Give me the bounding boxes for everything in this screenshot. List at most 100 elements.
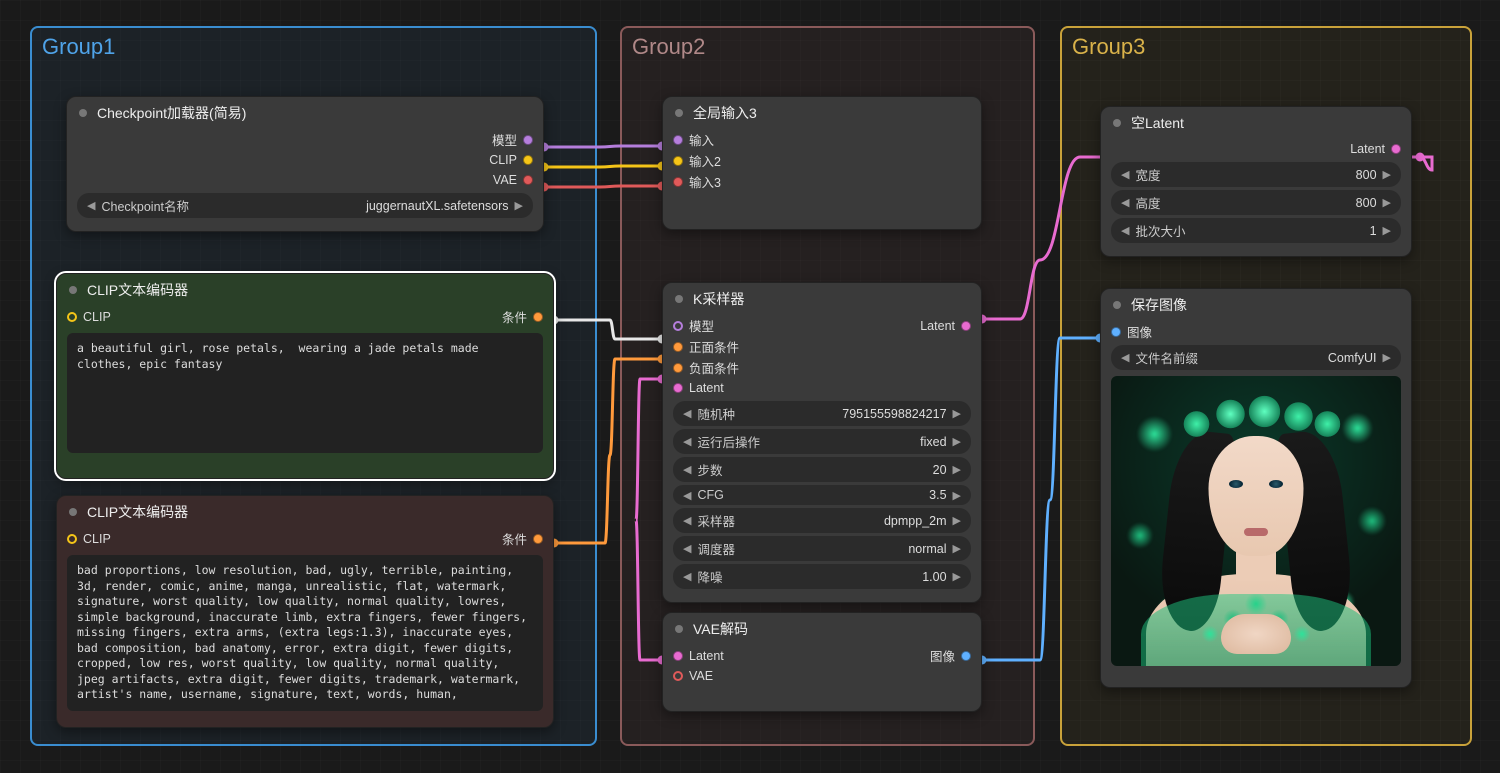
collapse-dot-icon[interactable]	[675, 109, 683, 117]
chevron-left-icon[interactable]: ◀	[1121, 224, 1129, 237]
node-save-image[interactable]: 保存图像图像◀文件名前缀ComfyUI▶	[1100, 288, 1412, 688]
collapse-dot-icon[interactable]	[69, 508, 77, 516]
prompt-text[interactable]: bad proportions, low resolution, bad, ug…	[67, 555, 543, 711]
node-title: K采样器	[693, 289, 744, 309]
collapse-dot-icon[interactable]	[675, 625, 683, 633]
input-port[interactable]	[67, 534, 77, 544]
node-title-bar[interactable]: 保存图像	[1101, 289, 1411, 319]
widget-随机种[interactable]: ◀随机种795155598824217▶	[673, 401, 971, 426]
node-vae-decode[interactable]: VAE解码Latent图像VAE	[662, 612, 982, 712]
node-ckpt[interactable]: Checkpoint加载器(简易)模型CLIPVAE◀Checkpoint名称j…	[66, 96, 544, 232]
collapse-dot-icon[interactable]	[79, 109, 87, 117]
input-port[interactable]	[673, 342, 683, 352]
widget-label: 调度器	[697, 539, 735, 558]
output-port[interactable]	[523, 155, 533, 165]
chevron-right-icon[interactable]: ▶	[953, 435, 961, 448]
chevron-right-icon[interactable]: ▶	[953, 542, 961, 555]
chevron-right-icon[interactable]: ▶	[1383, 168, 1391, 181]
chevron-left-icon[interactable]: ◀	[1121, 168, 1129, 181]
output-port[interactable]	[523, 175, 533, 185]
input-port[interactable]	[1111, 327, 1121, 337]
node-clip-pos[interactable]: CLIP文本编码器CLIP条件a beautiful girl, rose pe…	[56, 273, 554, 479]
node-title-bar[interactable]: CLIP文本编码器	[57, 496, 553, 526]
output-port[interactable]	[533, 312, 543, 322]
input-port[interactable]	[673, 321, 683, 331]
input-port[interactable]	[673, 156, 683, 166]
chevron-right-icon[interactable]: ▶	[953, 407, 961, 420]
chevron-left-icon[interactable]: ◀	[683, 570, 691, 583]
chevron-right-icon[interactable]: ▶	[953, 489, 961, 502]
prompt-text[interactable]: a beautiful girl, rose petals, wearing a…	[67, 333, 543, 453]
widget-宽度[interactable]: ◀宽度800▶	[1111, 162, 1401, 187]
chevron-right-icon[interactable]: ▶	[1383, 224, 1391, 237]
output-label: VAE	[493, 173, 517, 187]
node-title-bar[interactable]: 全局输入3	[663, 97, 981, 127]
node-clip-neg[interactable]: CLIP文本编码器CLIP条件bad proportions, low reso…	[56, 495, 554, 728]
widget-步数[interactable]: ◀步数20▶	[673, 457, 971, 482]
node-body: 图像◀文件名前缀ComfyUI▶	[1101, 319, 1411, 686]
chevron-left-icon[interactable]: ◀	[87, 199, 95, 212]
input-port[interactable]	[673, 383, 683, 393]
node-reroute[interactable]: 全局输入3输入输入2输入3	[662, 96, 982, 230]
chevron-left-icon[interactable]: ◀	[683, 489, 691, 502]
node-title-bar[interactable]: CLIP文本编码器	[57, 274, 553, 304]
io-row: 负面条件	[663, 357, 981, 378]
widget-高度[interactable]: ◀高度800▶	[1111, 190, 1401, 215]
io-row: VAE	[663, 666, 981, 686]
node-title-bar[interactable]: K采样器	[663, 283, 981, 313]
chevron-left-icon[interactable]: ◀	[1121, 196, 1129, 209]
input-port[interactable]	[673, 671, 683, 681]
widget-调度器[interactable]: ◀ 调度器 normal ▶	[673, 536, 971, 561]
output-port[interactable]	[523, 135, 533, 145]
chevron-right-icon[interactable]: ▶	[515, 199, 523, 212]
input-port[interactable]	[673, 651, 683, 661]
widget-value: dpmpp_2m	[884, 514, 947, 528]
widget-value: 1	[1370, 224, 1377, 238]
widget-降噪[interactable]: ◀降噪1.00▶	[673, 564, 971, 589]
chevron-left-icon[interactable]: ◀	[683, 463, 691, 476]
chevron-left-icon[interactable]: ◀	[1121, 351, 1129, 364]
chevron-right-icon[interactable]: ▶	[953, 463, 961, 476]
input-port[interactable]	[67, 312, 77, 322]
output-port[interactable]	[533, 534, 543, 544]
widget-label: 运行后操作	[697, 432, 760, 451]
input-port[interactable]	[673, 135, 683, 145]
widget-批次大小[interactable]: ◀批次大小1▶	[1111, 218, 1401, 243]
collapse-dot-icon[interactable]	[1113, 301, 1121, 309]
chevron-left-icon[interactable]: ◀	[683, 514, 691, 527]
widget-采样器[interactable]: ◀采样器dpmpp_2m▶	[673, 508, 971, 533]
output-port[interactable]	[1391, 144, 1401, 154]
widget-Checkpoint名称[interactable]: ◀Checkpoint名称juggernautXL.safetensors▶	[77, 193, 533, 218]
node-body: 模型Latent正面条件负面条件Latent◀随机种79515559882421…	[663, 313, 981, 602]
output-port[interactable]	[961, 651, 971, 661]
chevron-left-icon[interactable]: ◀	[683, 407, 691, 420]
collapse-dot-icon[interactable]	[69, 286, 77, 294]
group-label: Group1	[42, 34, 115, 60]
input-port[interactable]	[673, 177, 683, 187]
chevron-right-icon[interactable]: ▶	[953, 570, 961, 583]
widget-文件名前缀[interactable]: ◀文件名前缀ComfyUI▶	[1111, 345, 1401, 370]
node-title-bar[interactable]: 空Latent	[1101, 107, 1411, 137]
chevron-right-icon[interactable]: ▶	[1383, 351, 1391, 364]
chevron-right-icon[interactable]: ▶	[1383, 196, 1391, 209]
node-ksampler[interactable]: K采样器模型Latent正面条件负面条件Latent◀随机种7951555988…	[662, 282, 982, 603]
widget-CFG[interactable]: ◀CFG3.5▶	[673, 485, 971, 505]
io-row: 模型Latent	[663, 315, 981, 336]
collapse-dot-icon[interactable]	[1113, 119, 1121, 127]
widget-运行后操作[interactable]: ◀运行后操作fixed▶	[673, 429, 971, 454]
output-port[interactable]	[961, 321, 971, 331]
node-empty-latent[interactable]: 空LatentLatent◀宽度800▶◀高度800▶◀批次大小1▶	[1100, 106, 1412, 257]
node-title-bar[interactable]: VAE解码	[663, 613, 981, 643]
chevron-right-icon[interactable]: ▶	[953, 514, 961, 527]
image-preview[interactable]	[1111, 376, 1401, 666]
output-label: CLIP	[489, 153, 517, 167]
widget-value: normal	[908, 542, 946, 556]
chevron-left-icon[interactable]: ◀	[683, 435, 691, 448]
node-title-bar[interactable]: Checkpoint加载器(简易)	[67, 97, 543, 127]
input-port[interactable]	[673, 363, 683, 373]
collapse-dot-icon[interactable]	[675, 295, 683, 303]
io-row: Latent	[663, 378, 981, 398]
widget-label: 步数	[697, 460, 722, 479]
output-label: 条件	[502, 307, 527, 326]
chevron-left-icon[interactable]: ◀	[683, 542, 691, 555]
